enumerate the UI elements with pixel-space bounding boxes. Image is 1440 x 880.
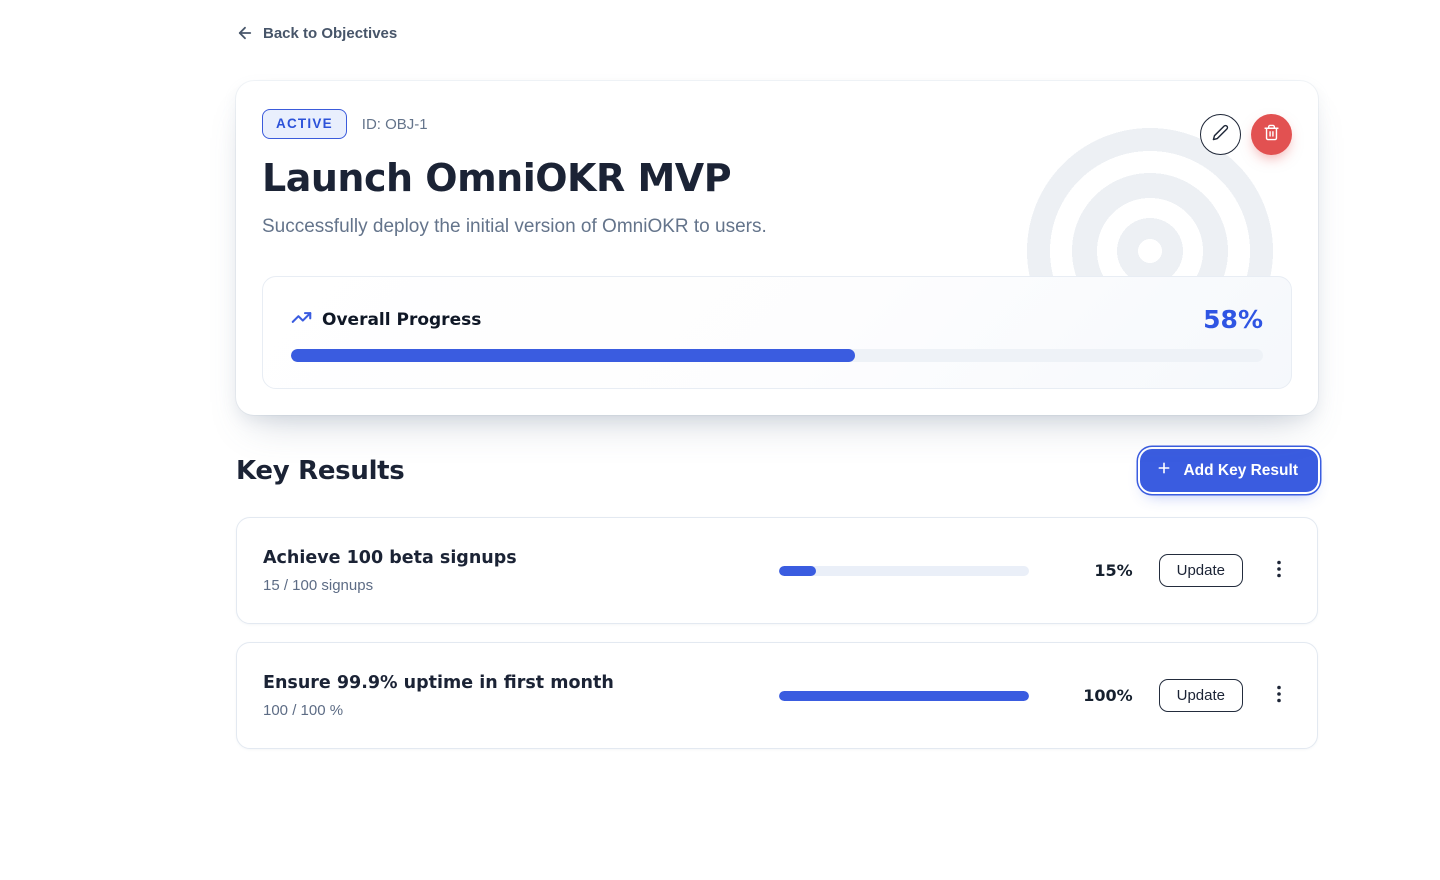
key-result-progress-text: 15 / 100 signups bbox=[263, 576, 374, 594]
more-options-button[interactable] bbox=[1267, 555, 1291, 586]
key-result-info: Ensure 99.9% uptime in first month 100 /… bbox=[263, 673, 779, 719]
key-result-title: Ensure 99.9% uptime in first month bbox=[263, 672, 614, 693]
key-result-progress-text: 100 / 100 % bbox=[263, 701, 344, 719]
update-button[interactable]: Update bbox=[1158, 554, 1243, 588]
objective-card: ACTIVE ID: OBJ-1 Launch OmniOKR MVP Succ… bbox=[236, 81, 1318, 416]
key-result-percent: 100% bbox=[1083, 686, 1133, 706]
plus-icon bbox=[1156, 460, 1172, 481]
overall-progress-bar-fill bbox=[291, 349, 855, 363]
key-results-heading: Key Results bbox=[236, 455, 405, 486]
key-result-card: Ensure 99.9% uptime in first month 100 /… bbox=[236, 642, 1318, 750]
add-key-result-label: Add Key Result bbox=[1183, 461, 1298, 479]
overall-progress-header: Overall Progress 58% bbox=[291, 305, 1263, 334]
more-options-button[interactable] bbox=[1267, 680, 1291, 711]
key-results-header: Key Results Add Key Result bbox=[236, 449, 1318, 493]
key-result-card: Achieve 100 beta signups 15 / 100 signup… bbox=[236, 517, 1318, 625]
key-result-info: Achieve 100 beta signups 15 / 100 signup… bbox=[263, 548, 779, 594]
overall-progress-label: Overall Progress bbox=[322, 309, 482, 330]
objective-detail-page: Back to Objectives ACTIVE ID: OBJ-1 Laun… bbox=[236, 0, 1318, 750]
edit-objective-button[interactable] bbox=[1200, 114, 1241, 155]
back-to-objectives-link[interactable]: Back to Objectives bbox=[236, 24, 397, 42]
update-button[interactable]: Update bbox=[1158, 679, 1243, 713]
overall-progress-bar-track bbox=[291, 349, 1263, 363]
status-badge: ACTIVE bbox=[262, 109, 347, 140]
key-result-percent: 15% bbox=[1094, 561, 1133, 581]
key-result-controls: 100% Update bbox=[778, 679, 1291, 713]
objective-meta-row: ACTIVE ID: OBJ-1 bbox=[262, 109, 1292, 140]
overall-progress-percent: 58% bbox=[1203, 305, 1263, 335]
overall-progress-card: Overall Progress 58% bbox=[262, 276, 1292, 390]
add-key-result-button[interactable]: Add Key Result bbox=[1140, 449, 1318, 493]
key-result-title: Achieve 100 beta signups bbox=[263, 547, 517, 568]
objective-actions bbox=[1200, 114, 1292, 155]
objective-description: Successfully deploy the initial version … bbox=[262, 216, 767, 238]
key-result-bar-track bbox=[778, 565, 1029, 576]
objective-title: Launch OmniOKR MVP bbox=[262, 156, 732, 201]
pencil-icon bbox=[1212, 124, 1229, 146]
trash-icon bbox=[1263, 124, 1280, 146]
kebab-menu-icon bbox=[1271, 684, 1287, 707]
overall-progress-label-group: Overall Progress bbox=[291, 307, 481, 333]
key-result-bar-fill bbox=[778, 565, 817, 576]
key-result-bar-fill bbox=[778, 690, 1029, 701]
kebab-menu-icon bbox=[1271, 559, 1287, 582]
delete-objective-button[interactable] bbox=[1251, 114, 1292, 155]
key-result-bar-track bbox=[778, 690, 1029, 701]
arrow-left-icon bbox=[236, 24, 254, 42]
key-result-controls: 15% Update bbox=[778, 554, 1291, 588]
objective-id: ID: OBJ-1 bbox=[361, 115, 428, 133]
trending-up-icon bbox=[291, 307, 312, 333]
back-link-label: Back to Objectives bbox=[263, 24, 398, 42]
